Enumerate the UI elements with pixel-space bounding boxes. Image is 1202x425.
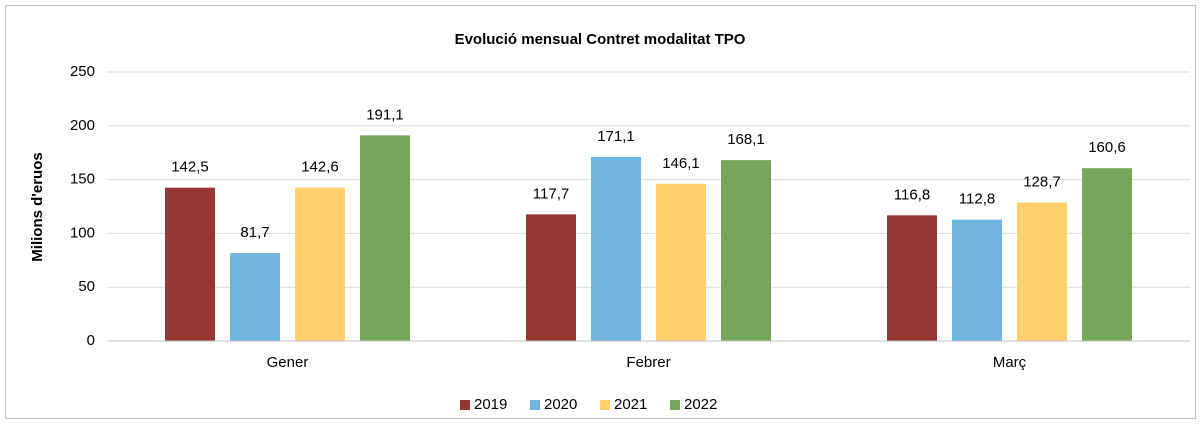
value-label: 168,1 (727, 131, 765, 148)
legend-label: 2019 (474, 396, 507, 413)
legend-label: 2020 (544, 396, 577, 413)
y-tick-label: 0 (87, 332, 95, 349)
bar (295, 187, 345, 341)
legend-swatch (460, 400, 470, 410)
y-tick-label: 150 (70, 171, 95, 188)
value-label: 171,1 (597, 128, 635, 145)
bar (656, 183, 706, 341)
bar (952, 219, 1002, 341)
value-label: 142,5 (171, 159, 209, 176)
y-tick-label: 100 (70, 224, 95, 241)
bar (526, 214, 576, 341)
value-label: 116,8 (894, 186, 930, 203)
legend-label: 2022 (684, 396, 717, 413)
bar (1017, 202, 1067, 341)
legend-swatch (670, 400, 680, 410)
legend-swatch (600, 400, 610, 410)
chart-title: Evolució mensual Contret modalitat TPO (455, 31, 746, 48)
bar (360, 135, 410, 341)
value-label: 191,1 (366, 106, 404, 123)
bar (591, 156, 641, 341)
x-tick-label: Gener (267, 354, 309, 371)
y-axis-label: Milions d'eruos (29, 152, 46, 261)
bar (721, 160, 771, 341)
value-label: 112,8 (959, 191, 995, 208)
value-label: 117,7 (533, 185, 569, 202)
y-tick-label: 50 (78, 278, 95, 295)
value-label: 160,6 (1088, 139, 1126, 156)
value-label: 128,7 (1023, 173, 1061, 190)
bar (887, 215, 937, 341)
bar (230, 253, 280, 341)
legend-swatch (530, 400, 540, 410)
bar (1082, 168, 1132, 341)
x-tick-label: Febrer (626, 354, 670, 371)
legend-label: 2021 (614, 396, 647, 413)
value-label: 146,1 (662, 155, 700, 172)
bar (165, 187, 215, 341)
x-tick-label: Març (993, 354, 1027, 371)
y-tick-label: 200 (70, 117, 95, 134)
y-tick-label: 250 (70, 63, 95, 80)
value-label: 81,7 (240, 224, 269, 241)
value-label: 142,6 (301, 159, 339, 176)
